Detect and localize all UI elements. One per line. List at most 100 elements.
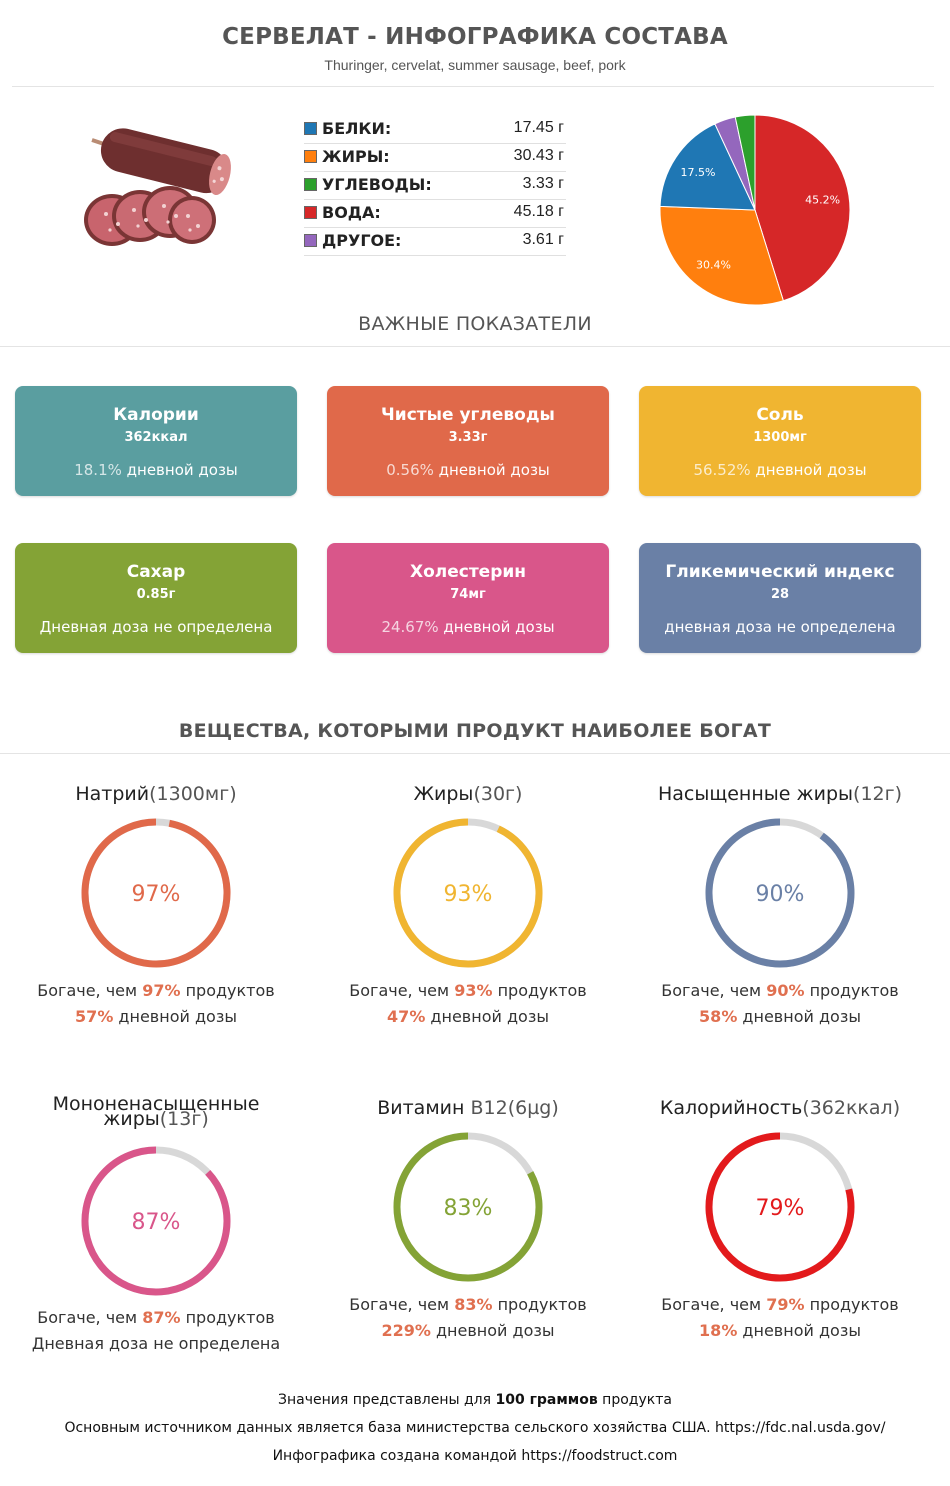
pie-slice-label: 17.5% [681, 166, 716, 179]
sausage-slices [84, 186, 216, 246]
ring-daily-text: Дневная доза не определена [6, 1334, 306, 1353]
ring-richer-text: Богаче, чем 93% продуктов [318, 981, 618, 1000]
sausage-image [84, 128, 231, 246]
card-value: 28 [770, 587, 790, 602]
card-daily: 0.56% дневной дозы [327, 461, 609, 479]
card-value: 1300мг [753, 430, 807, 445]
card-daily-suffix: дневной дозы [121, 461, 238, 479]
ring-richer-pct: 93% [454, 981, 493, 1000]
ring-richer-prefix: Богаче, чем [37, 981, 143, 1000]
ring-name: Витамин [377, 1097, 465, 1119]
ring-title: Насыщенные жиры(12г) [630, 783, 930, 805]
card-daily-suffix: Дневная доза не определена [39, 618, 273, 636]
ring-daily-suffix: Дневная доза не определена [31, 1334, 281, 1353]
card-daily: Дневная доза не определена [15, 618, 297, 636]
ring-richer-pct: 87% [142, 1308, 181, 1327]
ring-title: Мононенасыщенные жиры(13г) [6, 1095, 306, 1129]
ring-title: Жиры(30г) [318, 783, 618, 805]
ring-name: Насыщенные жиры [657, 783, 854, 805]
ring-title: Витамин B12(6µg) [318, 1097, 618, 1119]
card-title: Соль [756, 405, 804, 425]
ring-richer-suffix: продуктов [180, 1308, 275, 1327]
macro-row-water: ВОДА: 45.18 г [304, 200, 566, 228]
ring-daily-pct: 58% [699, 1007, 738, 1026]
card-daily: 18.1% дневной дозы [15, 461, 297, 479]
pie-slice-5 [734, 114, 756, 211]
macro-name: ВОДА: [322, 203, 381, 222]
ring-amount: (30г) [473, 783, 523, 805]
macro-row-carbs: УГЛЕВОДЫ: 3.33 г [304, 172, 566, 200]
divider [12, 86, 934, 87]
page-subtitle: Thuringer, cervelat, summer sausage, bee… [324, 57, 626, 73]
ring-daily-text: 47% дневной дозы [318, 1007, 618, 1026]
card-daily: 56.52% дневной дозы [639, 461, 921, 479]
macro-value: 3.33 г [522, 175, 564, 192]
footer-note-credits: Инфографика создана командой https://foo… [272, 1448, 678, 1464]
ring-daily-pct: 47% [387, 1007, 426, 1026]
footer-bold: 100 граммов [495, 1392, 598, 1408]
macro-name: ЖИРЫ: [322, 147, 390, 166]
macro-name: ДРУГОЕ: [322, 231, 402, 250]
macro-row-protein: БЕЛКИ: 17.45 г [304, 116, 566, 144]
ring-daily-suffix: дневной дозы [113, 1007, 237, 1026]
ring-richer-text: Богаче, чем 97% продуктов [6, 981, 306, 1000]
card-cholesterol: Холестерин 74мг 24.67% дневной дозы [327, 543, 609, 653]
ring-title: Калорийность(362ккал) [630, 1097, 930, 1119]
composition-pie-chart: 45.2% 30.4% 17.5% [659, 114, 851, 306]
card-daily: 24.67% дневной дозы [327, 618, 609, 636]
ring-percent-label: 83% [444, 1196, 493, 1221]
water-swatch [304, 206, 317, 219]
ring-name: Калорийность [659, 1097, 803, 1119]
ring-progress-arc [393, 818, 543, 968]
ring-progress-arc [393, 1132, 543, 1282]
ring-percent-label: 79% [756, 1196, 805, 1221]
ring-progress-arc [705, 818, 855, 968]
ring-amount: (12г) [853, 783, 903, 805]
ring-progress-arc [81, 818, 231, 968]
ring-chart-monounsaturated-fat: 87% [81, 1146, 231, 1296]
fat-swatch [304, 150, 317, 163]
ring-block-saturated-fat: Насыщенные жиры(12г) 90% Богаче, чем 90%… [630, 783, 930, 1043]
ring-amount: (362ккал) [802, 1097, 901, 1119]
ring-name: Жиры [413, 783, 474, 805]
card-daily-pct: 18.1% [74, 461, 122, 479]
protein-swatch [304, 122, 317, 135]
footer-prefix: Значения представлены для [278, 1392, 496, 1408]
pie-slice-3 [659, 123, 756, 211]
ring-richer-pct: 83% [454, 1295, 493, 1314]
ring-chart-vitamin-b12: 83% [393, 1132, 543, 1282]
ring-amount: B12(6µg) [464, 1097, 559, 1119]
ring-richer-suffix: продуктов [804, 1295, 899, 1314]
ring-block-sodium: Натрий(1300мг) 97% Богаче, чем 97% проду… [6, 783, 306, 1043]
card-glycemic-index: Гликемический индекс 28 дневная доза не … [639, 543, 921, 653]
macro-row-other: ДРУГОЕ: 3.61 г [304, 228, 566, 256]
macro-name: БЕЛКИ: [322, 119, 392, 138]
ring-block-calories: Калорийность(362ккал) 79% Богаче, чем 79… [630, 1097, 930, 1357]
ring-richer-pct: 79% [766, 1295, 805, 1314]
card-value: 0.85г [136, 587, 176, 602]
card-daily-pct: 24.67% [381, 618, 439, 636]
ring-block-monounsaturated-fat: Мононенасыщенные жиры(13г) 87% Богаче, ч… [6, 1095, 306, 1357]
ring-richer-text: Богаче, чем 87% продуктов [6, 1308, 306, 1327]
ring-richer-prefix: Богаче, чем [661, 1295, 767, 1314]
footer-suffix: продукта [597, 1392, 672, 1408]
carbs-swatch [304, 178, 317, 191]
ring-daily-suffix: дневной дозы [737, 1321, 861, 1340]
ring-percent-label: 97% [132, 882, 181, 907]
card-sugar: Сахар 0.85г Дневная доза не определена [15, 543, 297, 653]
ring-richer-prefix: Богаче, чем [37, 1308, 143, 1327]
ring-richer-suffix: продуктов [492, 1295, 587, 1314]
ring-daily-pct: 57% [75, 1007, 114, 1026]
card-title: Холестерин [409, 562, 527, 582]
pie-slice-label: 30.4% [696, 258, 731, 271]
card-title: Чистые углеводы [381, 405, 555, 425]
card-daily-suffix: дневной дозы [750, 461, 867, 479]
card-net-carbs: Чистые углеводы 3.33г 0.56% дневной дозы [327, 386, 609, 496]
ring-daily-text: 58% дневной дозы [630, 1007, 930, 1026]
ring-name: Мононенасыщенные жиры [52, 1093, 260, 1130]
card-title: Сахар [126, 562, 186, 582]
card-daily-suffix: дневной дозы [438, 618, 555, 636]
other-swatch [304, 234, 317, 247]
ring-chart-sodium: 97% [81, 818, 231, 968]
ring-chart-fat: 93% [393, 818, 543, 968]
